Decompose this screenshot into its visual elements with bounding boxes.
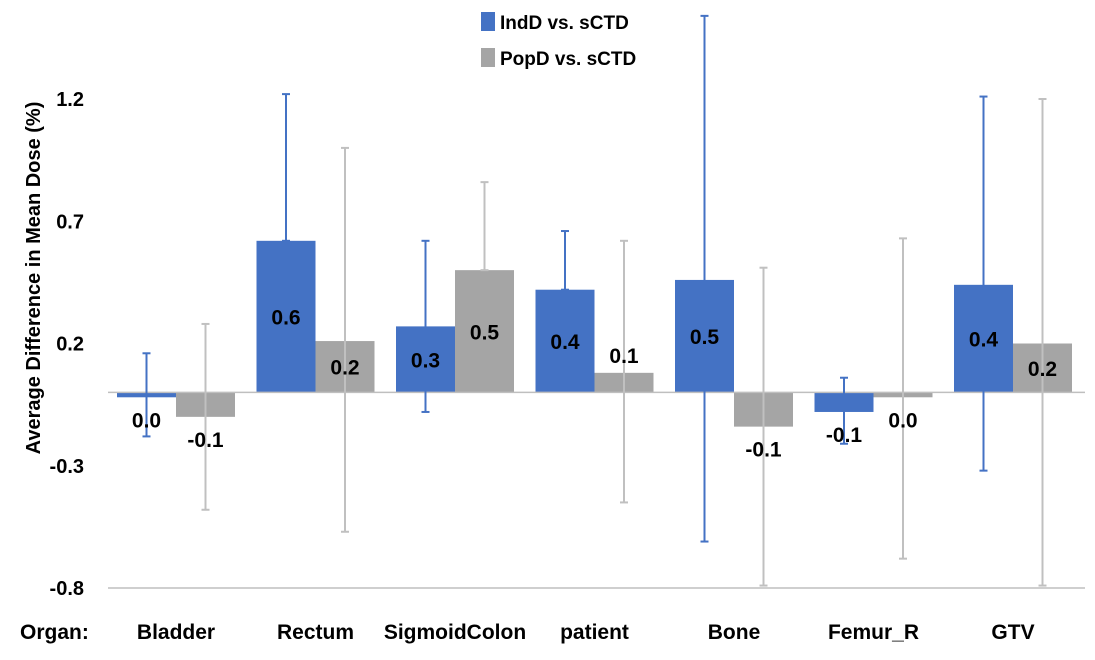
x-tick-label: patient (560, 621, 629, 644)
data-label: 0.2 (1028, 358, 1057, 381)
data-label: 0.5 (470, 321, 500, 344)
bar (455, 270, 514, 393)
legend-label: IndD vs. sCTD (500, 13, 629, 34)
data-label: 0.6 (271, 307, 300, 330)
x-tick-label: GTV (991, 621, 1034, 644)
x-tick-label: Bone (708, 621, 761, 644)
data-label: 0.3 (411, 349, 440, 372)
data-label: 0.1 (609, 345, 639, 368)
data-labels: 0.0 0.6 0.3 0.4 0.5 -0.1 0.4 -0.1 0.2 0.5 0.1 -0.1 0… (132, 307, 1057, 462)
data-label: 0.4 (969, 329, 999, 352)
y-tick-label: -0.8 (50, 578, 84, 600)
data-label: 0.2 (330, 357, 359, 380)
error-bars (142, 14, 1047, 587)
y-axis-ticks: -0.8 -0.3 0.2 0.7 1.2 (50, 89, 84, 600)
bar (256, 240, 316, 393)
legend-swatch (481, 48, 495, 67)
data-label: 0.0 (132, 409, 161, 432)
y-tick-label: 0.7 (56, 211, 84, 233)
y-tick-label: 1.2 (56, 89, 84, 111)
legend-label: PopD vs. sCTD (500, 49, 636, 70)
legend-swatch (481, 12, 495, 31)
x-tick-label: Bladder (137, 621, 215, 644)
x-tick-label: Rectum (277, 621, 354, 644)
legend: IndD vs. sCTD PopD vs. sCTD (481, 12, 636, 70)
data-label: -0.1 (187, 429, 224, 452)
bars (117, 240, 1072, 427)
y-tick-label: -0.3 (50, 456, 84, 478)
y-tick-label: 0.2 (56, 334, 84, 356)
x-tick-label: Femur_R (828, 621, 919, 644)
x-tick-label: SigmoidColon (384, 621, 526, 644)
category-prefix: Organ: (20, 621, 89, 644)
data-label: 0.4 (550, 331, 580, 354)
data-label: 0.5 (690, 326, 720, 349)
y-axis-label: Average Difference in Mean Dose (%) (23, 102, 45, 455)
data-label: 0.0 (888, 409, 917, 432)
data-label: -0.1 (826, 424, 863, 447)
data-label: -0.1 (745, 439, 782, 462)
bar (535, 289, 595, 393)
x-axis-ticks: Bladder Rectum SigmoidColon patient Bone Femu… (137, 621, 1035, 644)
